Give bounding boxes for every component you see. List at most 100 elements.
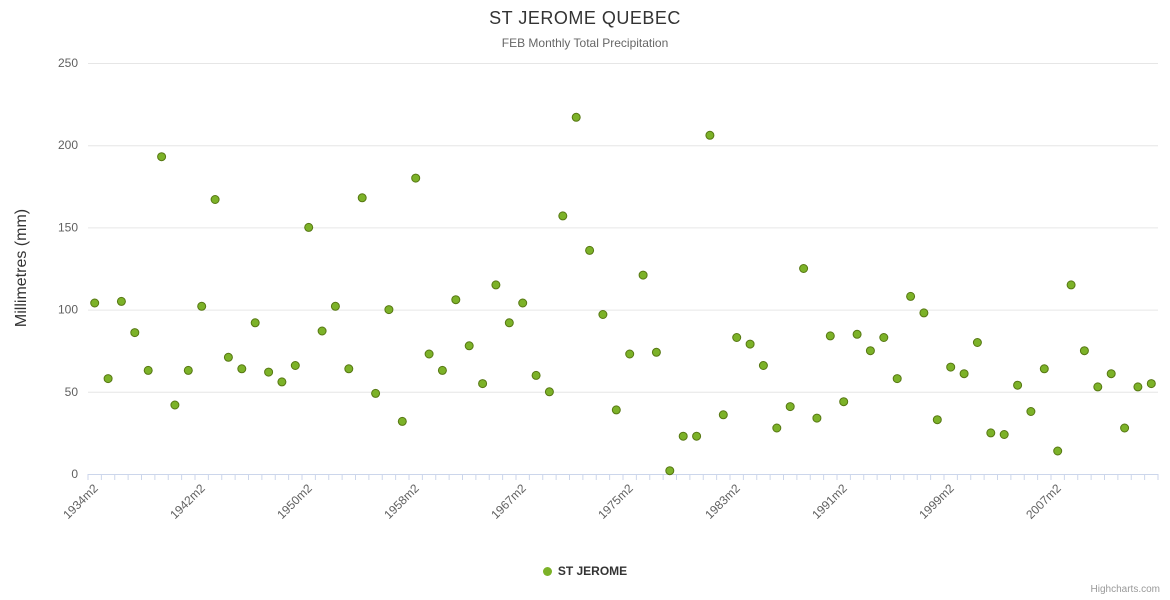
x-axis-tick-label: 1958m2 — [381, 481, 422, 522]
data-point — [986, 428, 996, 438]
legend-marker-icon — [542, 566, 552, 576]
data-point — [157, 152, 167, 162]
x-axis-tick-label: 1934m2 — [60, 481, 101, 522]
data-point — [424, 349, 434, 359]
data-point — [518, 298, 528, 308]
data-point — [665, 466, 675, 476]
data-point — [705, 130, 715, 140]
data-point — [1026, 407, 1036, 416]
data-point — [491, 280, 501, 290]
data-point — [304, 222, 314, 232]
data-point — [397, 416, 407, 426]
data-point — [799, 264, 809, 273]
data-point — [959, 369, 969, 379]
data-point — [197, 301, 207, 311]
x-axis-tick-label: 2007m2 — [1023, 481, 1064, 522]
y-axis-tick-label: 100 — [58, 303, 78, 317]
data-point — [865, 346, 875, 356]
y-axis-tick-label: 250 — [58, 56, 78, 70]
data-point — [250, 318, 260, 328]
data-point — [531, 370, 541, 380]
data-point — [558, 211, 568, 221]
legend-item[interactable]: ST JEROME — [0, 564, 1170, 578]
data-point — [1039, 364, 1049, 374]
data-point — [1146, 379, 1156, 389]
data-point — [143, 365, 153, 375]
data-point — [651, 347, 661, 357]
data-point — [290, 361, 300, 370]
data-point — [357, 193, 367, 203]
data-point — [103, 374, 113, 384]
x-axis-tick-label: 1999m2 — [916, 481, 957, 522]
data-point — [585, 245, 595, 255]
data-point — [1106, 369, 1116, 379]
data-point — [825, 331, 835, 341]
data-point — [946, 362, 956, 372]
data-point — [1093, 382, 1103, 392]
data-point — [478, 379, 488, 389]
chart-subtitle: FEB Monthly Total Precipitation — [501, 36, 669, 50]
data-point — [638, 270, 648, 280]
data-point — [451, 295, 461, 305]
data-point — [330, 301, 340, 311]
data-point — [611, 405, 621, 415]
data-point — [317, 326, 327, 336]
data-point — [464, 341, 474, 351]
data-point — [1053, 446, 1063, 456]
data-point — [785, 402, 795, 412]
data-point — [758, 361, 768, 370]
data-point — [1013, 380, 1023, 390]
data-point — [1133, 382, 1143, 392]
data-point — [678, 431, 688, 441]
data-point — [732, 333, 742, 342]
data-point — [745, 339, 755, 349]
data-point — [504, 318, 514, 328]
data-point — [919, 308, 929, 318]
data-point — [772, 423, 782, 433]
data-point — [411, 173, 421, 183]
data-point — [371, 388, 381, 398]
data-point — [170, 400, 180, 410]
x-axis-tick-label: 1983m2 — [702, 481, 743, 522]
data-point — [718, 410, 728, 420]
x-axis-tick-label: 1975m2 — [595, 481, 636, 522]
data-point — [999, 430, 1009, 439]
data-point — [932, 415, 942, 425]
data-point — [437, 365, 447, 375]
data-point — [384, 305, 394, 315]
data-point — [892, 374, 902, 384]
x-axis-tick-label: 1991m2 — [809, 481, 850, 522]
data-point — [90, 298, 100, 308]
data-point — [1066, 280, 1076, 290]
y-axis-tick-label: 0 — [71, 467, 78, 481]
data-point — [839, 397, 849, 407]
y-axis-tick-label: 200 — [58, 138, 78, 152]
data-point — [972, 338, 982, 347]
data-point — [598, 310, 608, 319]
legend-label: ST JEROME — [557, 564, 628, 578]
data-point — [344, 364, 354, 374]
x-axis-tick-label: 1967m2 — [488, 481, 529, 522]
data-point — [571, 112, 581, 122]
data-point — [264, 367, 274, 377]
data-point — [130, 328, 140, 338]
data-point — [692, 431, 702, 441]
data-point — [210, 195, 220, 204]
data-point — [1120, 423, 1130, 433]
x-axis-tick-label: 1950m2 — [274, 481, 315, 522]
data-point — [223, 352, 233, 362]
x-axis-tick-label: 1942m2 — [167, 481, 208, 522]
data-point — [237, 364, 247, 374]
data-point — [625, 349, 635, 359]
data-point — [852, 329, 862, 339]
data-point — [1079, 346, 1089, 356]
highcharts-credits-link[interactable]: Highcharts.com — [1090, 584, 1160, 595]
data-point — [812, 413, 822, 423]
data-point — [544, 387, 554, 397]
data-point — [183, 365, 193, 375]
y-axis-tick-label: 50 — [65, 385, 79, 399]
data-point — [906, 291, 916, 301]
data-point — [116, 296, 126, 306]
y-axis-tick-label: 150 — [58, 220, 78, 234]
